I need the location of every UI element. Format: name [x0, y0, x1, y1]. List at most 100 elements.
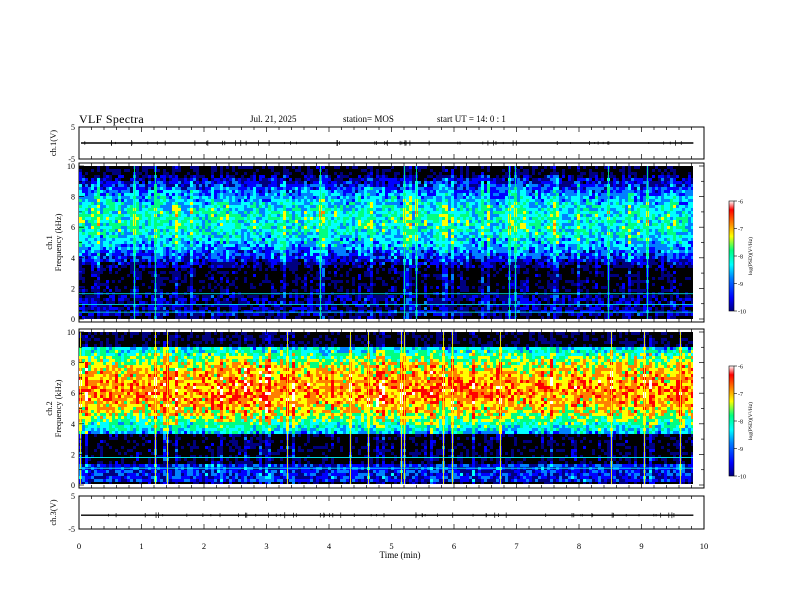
- ch1-spectrogram-cell: [100, 241, 103, 244]
- ch1-spectrogram-cell: [385, 307, 388, 310]
- ch1-spectrogram-cell: [163, 262, 166, 265]
- ch1-spectrogram-cell: [433, 244, 436, 247]
- ch1-spectrogram-cell: [316, 283, 319, 286]
- ch1-spectrogram-cell: [88, 316, 91, 319]
- ch1-spectrogram-cell: [82, 289, 85, 292]
- ch1-spectrogram-cell: [361, 178, 364, 181]
- ch1-spectrogram-cell: [109, 193, 112, 196]
- ch1-spectrogram-cell: [226, 166, 229, 169]
- ch1-spectrogram-cell: [400, 226, 403, 229]
- ch1-spectrogram-cell: [178, 298, 181, 301]
- ch1-spectrogram-cell: [406, 169, 409, 172]
- ch1-spectrogram-cell: [193, 211, 196, 214]
- ch1-spectrogram-cell: [367, 286, 370, 289]
- ch1-spectrogram-cell: [307, 232, 310, 235]
- ch1-spectrogram-cell: [355, 304, 358, 307]
- ch1-spectrogram-cell: [175, 271, 178, 274]
- ch1-spectrogram-cell: [394, 223, 397, 226]
- ch1-spectrogram-cell: [349, 247, 352, 250]
- ch1-spectrogram-cell: [136, 166, 139, 169]
- ch1-spectrogram-cell: [196, 184, 199, 187]
- ch1-spectrogram-cell: [244, 253, 247, 256]
- ch1-spectrogram-cell: [217, 295, 220, 298]
- ch1-spectrogram-cell: [361, 205, 364, 208]
- ch1-spectrogram-cell: [190, 178, 193, 181]
- ch1-spectrogram-cell: [88, 184, 91, 187]
- ch1-spectrogram-cell: [310, 211, 313, 214]
- ch1-spectrogram-cell: [304, 202, 307, 205]
- ch1-spectrogram-cell: [307, 262, 310, 265]
- ch1-spectrogram-cell: [202, 217, 205, 220]
- ch1-spectrogram-cell: [148, 223, 151, 226]
- ch1-spectrogram-cell: [118, 298, 121, 301]
- ch1-spectrogram-cell: [229, 193, 232, 196]
- ch1-spectrogram-cell: [151, 214, 154, 217]
- ch1-spectrogram-cell: [340, 289, 343, 292]
- ch1-spectrogram-cell: [256, 313, 259, 316]
- ch1-spectrogram-cell: [190, 247, 193, 250]
- ch1-spectrogram-cell: [166, 217, 169, 220]
- ch1-spectrogram-cell: [307, 298, 310, 301]
- ch1-spectrogram-cell: [271, 247, 274, 250]
- ch1-spectrogram-cell: [256, 184, 259, 187]
- ch1-spectrogram-cell: [334, 250, 337, 253]
- ch1-spectrogram-cell: [115, 217, 118, 220]
- ch1-spectrogram-cell: [115, 256, 118, 259]
- ch1-spectrogram-cell: [151, 298, 154, 301]
- ch1-spectrogram-cell: [358, 190, 361, 193]
- ch1-spectrogram-cell: [442, 190, 445, 193]
- ch1-spectrogram-cell: [109, 289, 112, 292]
- ch1-spectrogram-cell: [265, 232, 268, 235]
- ch1-spectrogram-cell: [373, 223, 376, 226]
- ch1-spectrogram-cell: [226, 202, 229, 205]
- ch1-spectrogram-cell: [295, 196, 298, 199]
- ch1-spectrogram-cell: [430, 235, 433, 238]
- ch1-spectrogram-cell: [274, 244, 277, 247]
- ch1-spectrogram-cell: [163, 220, 166, 223]
- ch1-spectrogram-cell: [325, 313, 328, 316]
- ch1-spectrogram-cell: [268, 241, 271, 244]
- ch1-spectrogram-cell: [169, 235, 172, 238]
- ch1-spectrogram-cell: [181, 280, 184, 283]
- ch1-spectrogram-cell: [307, 304, 310, 307]
- ch1-spectrogram-cell: [334, 178, 337, 181]
- ch1-spectrogram-cell: [232, 169, 235, 172]
- ch1-spectrogram-cell: [196, 304, 199, 307]
- ch1-spectrogram-cell: [217, 253, 220, 256]
- ch1-spectrogram-cell: [118, 223, 121, 226]
- ch1-spectrogram-cell: [280, 289, 283, 292]
- ch1-spectrogram-cell: [376, 310, 379, 313]
- ch1-spectrogram-cell: [334, 220, 337, 223]
- ch1-spectrogram-cell: [253, 256, 256, 259]
- ch1-spectrogram-cell: [220, 184, 223, 187]
- ch1-spectrogram-cell: [136, 250, 139, 253]
- ch1-spectrogram-cell: [238, 301, 241, 304]
- ch1-spectrogram-cell: [304, 265, 307, 268]
- ch1-spectrogram-cell: [208, 304, 211, 307]
- ch1-spectrogram-cell: [181, 256, 184, 259]
- ch1-spectrogram-cell: [238, 229, 241, 232]
- ch1-spectrogram-cell: [406, 289, 409, 292]
- ch1-spectrogram-cell: [190, 259, 193, 262]
- ch1-spectrogram-cell: [433, 193, 436, 196]
- ch1-spectrogram-cell: [352, 310, 355, 313]
- ch1-spectrogram-cell: [232, 253, 235, 256]
- ch1-spectrogram-cell: [445, 298, 448, 301]
- ch1-spectrogram-cell: [160, 226, 163, 229]
- ch1-spectrogram-cell: [130, 196, 133, 199]
- ch1-spectrogram-cell: [136, 178, 139, 181]
- ch1-spectrogram-cell: [178, 241, 181, 244]
- ch1-spectrogram-cell: [262, 166, 265, 169]
- ch1-spectrogram-cell: [277, 214, 280, 217]
- ch1-spectrogram-cell: [382, 202, 385, 205]
- ch1-spectrogram-cell: [97, 268, 100, 271]
- ch1-spectrogram-cell: [247, 211, 250, 214]
- ch1-spectrogram-cell: [361, 187, 364, 190]
- ch1-spectrogram-cell: [169, 202, 172, 205]
- ch1-spectrogram-cell: [394, 256, 397, 259]
- ch1-spectrogram-cell: [361, 193, 364, 196]
- ch1-spectrogram-cell: [355, 259, 358, 262]
- ch1-spectrogram-cell: [268, 220, 271, 223]
- ch1-spectrogram-cell: [265, 196, 268, 199]
- ch1-spectrogram-cell: [442, 208, 445, 211]
